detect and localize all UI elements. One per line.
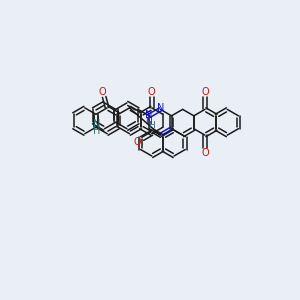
Text: O: O xyxy=(201,148,209,158)
Text: O: O xyxy=(201,86,209,97)
Text: N: N xyxy=(145,110,152,120)
Text: O: O xyxy=(98,87,106,97)
Text: H: H xyxy=(93,126,101,136)
Text: O: O xyxy=(134,137,142,147)
Text: H: H xyxy=(148,121,155,130)
Text: N: N xyxy=(146,117,152,126)
Text: O: O xyxy=(148,87,156,97)
Text: N: N xyxy=(93,119,101,129)
Text: N: N xyxy=(157,103,164,113)
